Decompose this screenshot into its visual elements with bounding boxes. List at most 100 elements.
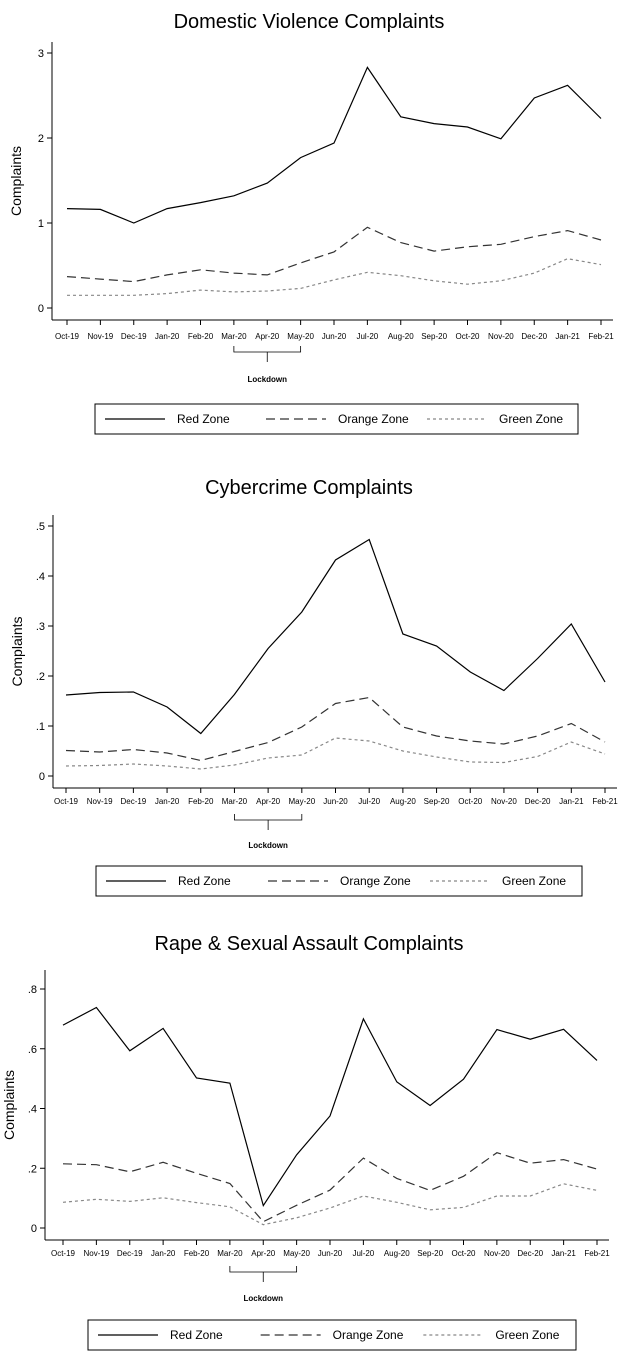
x-tick-label: Oct-19 [51,1249,76,1258]
x-tick-label: Jun-20 [323,797,348,806]
chart-panel-rape-sexual-assault: Rape & Sexual Assault Complaints 0 .2 .4 .6.… [0,900,619,1351]
x-tick-label: Oct-19 [54,797,79,806]
y-tick-label: 0 [38,303,44,315]
chart-panel-cybercrime: Cybercrime Complaints 0 .1 .2 .3 .4 .5 Complain… [0,450,619,900]
y-tick-label: 3 [38,48,44,60]
x-tick-label: Oct-20 [455,332,480,341]
series-line-red-zone [62,1006,598,1208]
x-tick-label: Feb-20 [188,332,214,341]
x-tick-label: Dec-19 [121,332,147,341]
series-line-green-zone [67,258,602,296]
x-tick-label: Nov-20 [488,332,514,341]
x-tick-label: Jan-21 [555,332,580,341]
y-tick-label: .2 [28,1163,37,1175]
series-line-red-zone [66,66,602,224]
x-tick-label: Nov-19 [83,1249,109,1258]
chart-panel-domestic-violence: Domestic Violence Complaints 0 1 2 3 Complain… [0,0,619,450]
x-tick-label: Sep-20 [417,1249,443,1258]
lockdown-bracket [233,346,302,353]
x-tick-label: Mar-20 [221,332,247,341]
series-line-orange-zone [62,1152,598,1223]
x-tick-label: Jul-20 [358,797,380,806]
x-tick-label: Aug-20 [388,332,414,341]
x-tick-label: Feb-21 [588,332,614,341]
legend-label: Green Zone [499,412,563,426]
x-tick-label: Oct-19 [55,332,80,341]
x-tick-label: Mar-20 [217,1249,243,1258]
x-tick-label: Aug-20 [390,797,416,806]
x-tick-label: Jul-20 [356,332,378,341]
x-tick-label: Apr-20 [256,797,281,806]
x-tick-label: Apr-20 [251,1249,276,1258]
x-tick-label: Jan-21 [559,797,584,806]
legend-label: Orange Zone [338,412,409,426]
x-tick-label: Jan-20 [155,332,180,341]
y-axis-title: Complaints [9,616,25,686]
series-line-orange-zone [66,226,602,283]
y-tick-label: .4 [28,1104,37,1116]
x-tick-label: Dec-20 [525,797,551,806]
x-tick-label: Jan-20 [151,1249,176,1258]
legend-label: Red Zone [178,874,231,888]
x-tick-label: May-20 [288,797,315,806]
legend-label: Green Zone [495,1328,559,1342]
y-tick-label: .6 [28,1044,37,1056]
y-tick-label: .4 [36,571,45,583]
x-tick-label: Nov-19 [87,797,113,806]
x-tick-label: Feb-21 [592,797,618,806]
legend-box [94,403,579,435]
legend-label: Red Zone [177,412,230,426]
lockdown-label: Lockdown [247,375,287,384]
x-tick-label: Jan-20 [155,797,180,806]
x-tick-label: Jun-20 [318,1249,343,1258]
x-tick-label: Feb-20 [188,797,214,806]
x-tick-label: Oct-20 [451,1249,476,1258]
chart-title: Rape & Sexual Assault Complaints [154,933,463,955]
legend-box [95,865,583,897]
x-tick-label: Nov-19 [87,332,113,341]
legend-box [87,1319,577,1351]
y-tick-label: .8 [28,984,37,996]
x-tick-label: Sep-20 [421,332,447,341]
x-tick-label: Feb-20 [184,1249,210,1258]
x-tick-label: Jul-20 [352,1249,374,1258]
legend-label: Orange Zone [333,1328,404,1342]
x-tick-label: May-20 [283,1249,310,1258]
x-tick-label: Dec-20 [517,1249,543,1258]
x-tick-label: Aug-20 [384,1249,410,1258]
series-line-orange-zone [65,696,606,762]
x-tick-label: Jun-20 [322,332,347,341]
y-tick-label: .5 [36,521,45,533]
x-tick-label: Mar-20 [222,797,248,806]
y-tick-label: 0 [39,771,45,783]
chart-svg: Domestic Violence Complaints 0 1 2 3 Complain… [8,11,614,435]
y-tick-label: 1 [38,218,44,230]
y-axis-title: Complaints [8,146,24,216]
x-tick-label: Feb-21 [584,1249,610,1258]
chart-title: Cybercrime Complaints [205,477,413,499]
legend-label: Red Zone [170,1328,223,1342]
chart-svg: Rape & Sexual Assault Complaints 0 .2 .4 .6.… [1,933,610,1351]
legend-label: Green Zone [502,874,566,888]
x-tick-label: Nov-20 [484,1249,510,1258]
chart-title: Domestic Violence Complaints [174,11,445,33]
x-tick-label: Sep-20 [424,797,450,806]
x-tick-label: Jan-21 [551,1249,576,1258]
x-tick-label: May-20 [287,332,314,341]
y-tick-label: .2 [36,671,45,683]
lockdown-bracket [229,1266,298,1273]
y-tick-label: 2 [38,133,44,145]
y-axis-title: Complaints [1,1070,17,1140]
y-tick-label: 0 [31,1223,37,1235]
lockdown-bracket [234,814,303,821]
lockdown-label: Lockdown [243,1294,283,1303]
x-tick-label: Oct-20 [458,797,483,806]
x-tick-label: Nov-20 [491,797,517,806]
chart-svg: Cybercrime Complaints 0 .1 .2 .3 .4 .5 Complain… [9,477,618,897]
y-tick-label: .1 [36,721,45,733]
lockdown-label: Lockdown [248,841,288,850]
x-tick-label: Apr-20 [255,332,280,341]
series-line-red-zone [65,538,606,735]
x-tick-label: Dec-19 [117,1249,143,1258]
series-line-green-zone [65,737,606,770]
